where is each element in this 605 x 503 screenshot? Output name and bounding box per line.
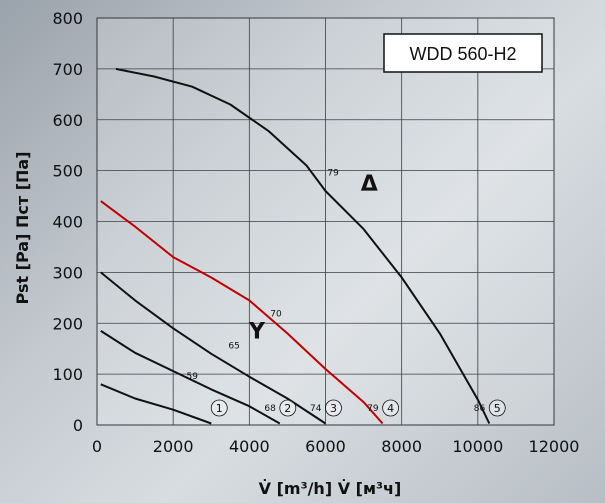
y-tick-label: 0: [73, 416, 83, 435]
efficiency-label: 65: [228, 342, 239, 352]
curve-number: 5: [494, 402, 501, 415]
y-tick-label: 400: [52, 213, 83, 232]
curve-number: 4: [387, 402, 394, 415]
connection-symbol: Δ: [361, 172, 378, 197]
efficiency-label: 79: [327, 169, 339, 179]
y-tick-label: 100: [52, 365, 83, 384]
curve-number: 1: [216, 402, 223, 415]
curve-4: [100, 200, 384, 425]
annotations: 1 2 68 3 74 4 79 5 86 59 65 70 79 Δ Y: [186, 169, 506, 417]
tick-labels: 0 2000 4000 6000 8000 10000 12000 0 100 200 300 400…: [52, 9, 579, 456]
curve-number-circle: [279, 399, 297, 417]
x-tick-label: 0: [92, 437, 102, 456]
curve-5: [115, 67, 491, 424]
efficiency-label: 68: [264, 404, 276, 414]
curve-1: [100, 383, 212, 425]
curve-number-circle: [210, 399, 228, 417]
curves: [100, 67, 491, 425]
connection-symbol: Y: [248, 320, 266, 345]
model-box: WDD 560-H2: [383, 33, 543, 73]
efficiency-label: 86: [474, 404, 486, 414]
model-box-frame: [383, 33, 543, 73]
x-tick-label: 12000: [529, 437, 580, 456]
chart-title: WDD 560-H2: [409, 44, 516, 64]
curve-number: 2: [284, 402, 291, 415]
efficiency-label: 70: [270, 310, 282, 320]
y-tick-label: 600: [52, 111, 83, 130]
curve-number-circle: [325, 399, 342, 417]
y-tick-label: 700: [52, 60, 83, 79]
curve-number-circle: [382, 399, 400, 417]
x-tick-label: 6000: [305, 437, 346, 456]
curve-2: [100, 330, 281, 425]
efficiency-label: 59: [186, 372, 198, 382]
curve-number: 3: [330, 402, 337, 415]
x-tick-label: 8000: [381, 437, 422, 456]
x-axis-label: V̇ [m³/h] V̇ [м³ч]: [259, 479, 402, 498]
efficiency-label: 79: [367, 404, 379, 414]
y-tick-label: 300: [52, 263, 83, 282]
curve-3: [100, 271, 327, 425]
y-axis-label: Pst [Pa] Пст [Па]: [13, 151, 32, 304]
x-tick-label: 2000: [153, 437, 194, 456]
y-tick-label: 200: [52, 314, 83, 333]
x-tick-label: 10000: [452, 437, 503, 456]
curve-number-circle: [488, 399, 506, 417]
x-tick-label: 4000: [229, 437, 270, 456]
y-tick-label: 800: [52, 9, 83, 28]
grid: [96, 17, 555, 426]
efficiency-label: 74: [310, 404, 322, 414]
y-tick-label: 500: [52, 162, 83, 181]
